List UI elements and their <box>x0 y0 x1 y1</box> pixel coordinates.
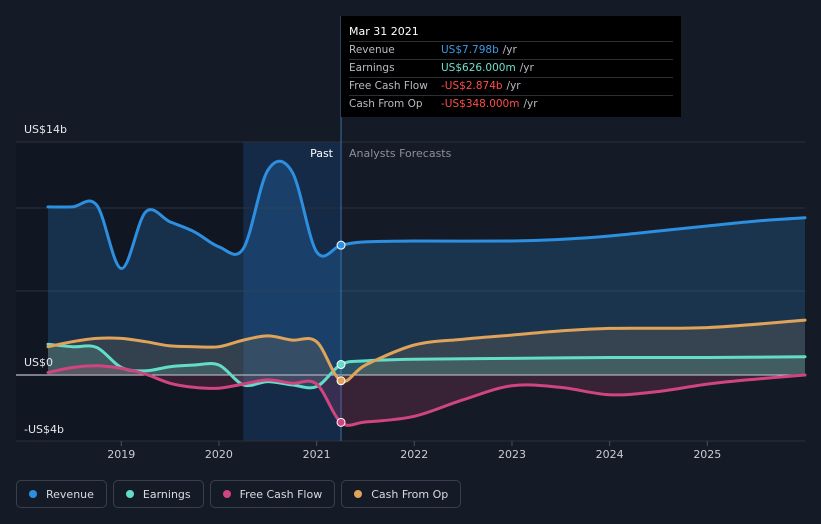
area-fill-layer <box>48 161 805 426</box>
y-tick-label: -US$4b <box>24 423 64 436</box>
forecast-region-label: Analysts Forecasts <box>349 147 452 160</box>
y-tick-label: US$0 <box>24 356 53 369</box>
area-cash-from-op <box>48 320 805 382</box>
tooltip-row-value: US$626.000m <box>441 62 516 74</box>
marker-cash-from-op <box>336 376 346 386</box>
legend-label: Cash From Op <box>371 487 449 501</box>
data-tooltip: Mar 31 2021 Revenue US$7.798b/yr Earnings U… <box>341 16 681 117</box>
area-earnings <box>48 344 805 388</box>
marker-free-cash-flow <box>336 417 346 427</box>
x-tick-label: 2020 <box>205 448 233 461</box>
x-tick-label: 2022 <box>400 448 428 461</box>
tooltip-date: Mar 31 2021 <box>349 25 419 38</box>
series-line-revenue <box>46 159 807 270</box>
tooltip-row: Earnings US$626.000m/yr <box>349 59 673 77</box>
tooltip-row-name: Cash From Op <box>349 98 423 110</box>
chart-legend: Revenue Earnings Free Cash Flow Cash From O… <box>16 480 462 508</box>
legend-dot-icon <box>125 490 134 498</box>
tooltip-row: Revenue US$7.798b/yr <box>349 41 673 59</box>
legend-dot-icon <box>354 490 363 498</box>
legend-item-earnings[interactable]: Earnings <box>112 480 204 508</box>
tooltip-row-value: US$7.798b <box>441 44 499 56</box>
x-tick-label: 2025 <box>693 448 721 461</box>
tooltip-row-name: Earnings <box>349 62 395 74</box>
series-line-free-cash-flow <box>46 364 807 427</box>
x-tick-label: 2024 <box>596 448 624 461</box>
x-tick-label: 2019 <box>107 448 135 461</box>
tooltip-row: Cash From Op -US$348.000m/yr <box>349 95 673 113</box>
tooltip-row-value: -US$2.874b <box>441 80 503 92</box>
series-lines-layer <box>46 159 807 427</box>
marker-earnings <box>336 360 346 370</box>
axis-labels-layer: US$14b US$0 -US$4b 2019 2020 2021 2022 2023 2024… <box>24 123 721 461</box>
tooltip-row-unit: /yr <box>506 80 521 92</box>
legend-item-revenue[interactable]: Revenue <box>16 480 107 508</box>
legend-dot-icon <box>29 490 37 498</box>
legend-dot-icon <box>222 490 231 498</box>
tooltip-row-unit: /yr <box>523 98 538 110</box>
markers-layer <box>336 240 346 427</box>
x-tick-label: 2023 <box>498 448 526 461</box>
tooltip-row: Free Cash Flow -US$2.874b/yr <box>349 77 673 95</box>
legend-label: Revenue <box>46 487 94 501</box>
tooltip-row-name: Free Cash Flow <box>349 80 428 92</box>
tooltip-row-name: Revenue <box>349 44 395 56</box>
y-tick-label: US$14b <box>24 123 67 136</box>
legend-label: Free Cash Flow <box>239 487 323 501</box>
legend-label: Earnings <box>142 487 191 501</box>
area-revenue <box>48 161 805 375</box>
x-tick-label: 2021 <box>303 448 331 461</box>
legend-item-free-cash-flow[interactable]: Free Cash Flow <box>209 480 336 508</box>
legend-item-cash-from-op[interactable]: Cash From Op <box>341 480 462 508</box>
marker-revenue <box>336 240 346 250</box>
tooltip-row-value: -US$348.000m <box>441 98 520 110</box>
series-line-cash-from-op <box>46 318 807 383</box>
tooltip-row-unit: /yr <box>519 62 534 74</box>
past-region-label: Past <box>310 147 334 160</box>
tooltip-row-unit: /yr <box>502 44 517 56</box>
